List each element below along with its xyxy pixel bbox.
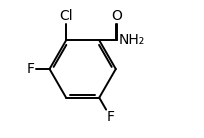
- Text: NH₂: NH₂: [118, 33, 144, 47]
- Text: F: F: [27, 62, 35, 76]
- Text: O: O: [112, 9, 123, 23]
- Text: F: F: [107, 110, 115, 124]
- Text: Cl: Cl: [59, 9, 73, 23]
